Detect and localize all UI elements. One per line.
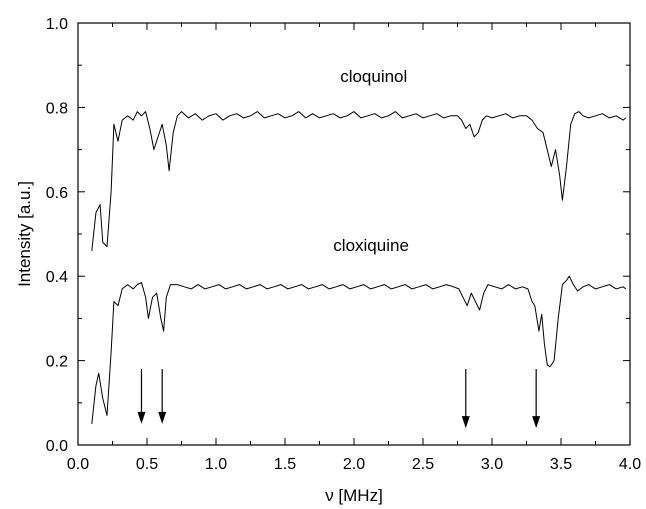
x-axis-ticks: 0.0 0.5 1.0 1.5 2.0 2.5 3.0 3.5 4.0 <box>67 23 641 473</box>
y-tick-label: 1.0 <box>46 16 68 33</box>
series-line-cloxiquine <box>91 275 627 424</box>
arrow-head <box>532 416 541 429</box>
y-tick-label: 0.8 <box>46 100 68 117</box>
series-labels: cloquinol cloxiquine <box>333 67 409 255</box>
series-label-cloquinol: cloquinol <box>340 67 407 86</box>
x-tick-label: 1.5 <box>274 456 296 473</box>
annotations <box>137 369 541 429</box>
y-axis-label: Intensity [a.u.] <box>15 181 34 287</box>
x-axis-label: ν [MHz] <box>325 486 383 505</box>
plot-border <box>77 22 631 446</box>
series-line-cloquinol <box>91 111 627 251</box>
y-tick-label: 0.4 <box>46 269 68 286</box>
x-tick-label: 2.5 <box>412 456 434 473</box>
x-tick-label: 2.0 <box>343 456 365 473</box>
x-tick-label: 1.0 <box>205 456 227 473</box>
plot-frame <box>77 22 631 446</box>
x-tick-label: 0.5 <box>136 456 158 473</box>
series-label-cloxiquine: cloxiquine <box>333 236 409 255</box>
y-tick-label: 0.2 <box>46 354 68 371</box>
x-tick-label: 0.0 <box>67 456 89 473</box>
series-lines <box>91 111 627 424</box>
arrow-head <box>158 411 167 424</box>
x-tick-label: 3.0 <box>481 456 503 473</box>
y-tick-label: 0.6 <box>46 185 68 202</box>
x-tick-label: 4.0 <box>619 456 641 473</box>
y-axis-ticks: 0.0 0.2 0.4 0.6 0.8 1.0 <box>46 16 630 455</box>
y-tick-label: 0.0 <box>46 438 68 455</box>
arrow-head <box>137 411 146 424</box>
arrow-head <box>461 416 470 429</box>
x-tick-label: 3.5 <box>550 456 572 473</box>
